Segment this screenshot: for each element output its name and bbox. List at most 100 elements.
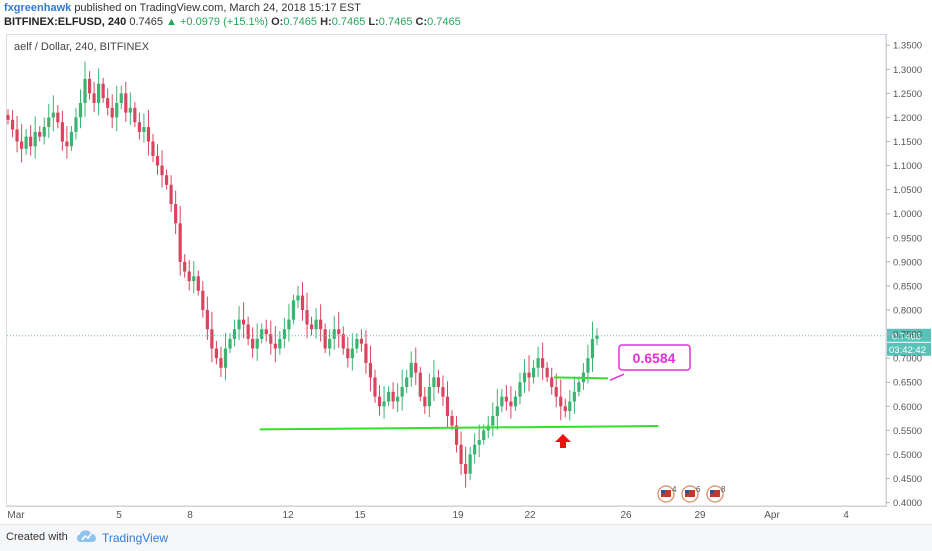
candle-body <box>133 107 137 123</box>
candle-body <box>201 290 205 311</box>
candle-body <box>269 334 273 344</box>
candle-body <box>232 329 237 339</box>
candle-body <box>531 367 536 378</box>
candle-body <box>346 348 350 359</box>
x-tick-label: 8 <box>187 510 193 521</box>
candle-body <box>459 444 463 465</box>
chart-header: fxgreenhawk published on TradingView.com… <box>0 0 932 30</box>
candle-body <box>106 98 110 108</box>
candle-body <box>196 276 200 291</box>
us-flag-icon <box>685 490 695 497</box>
candle-body <box>237 319 241 330</box>
candle-body <box>355 338 359 349</box>
us-flag-icon <box>710 490 720 497</box>
candle-body <box>568 401 572 412</box>
candle-body <box>192 276 196 282</box>
y-tick-label: 1.1000 <box>893 161 922 172</box>
y-tick-label: 0.5000 <box>893 450 922 461</box>
candle-body <box>550 377 554 388</box>
candle-body <box>246 324 250 339</box>
candle-body <box>151 141 155 156</box>
x-tick-label: 29 <box>694 510 706 521</box>
candle-body <box>296 295 300 301</box>
candle-body <box>164 175 169 185</box>
candle-body <box>56 112 60 123</box>
candle-body <box>586 358 590 373</box>
candle-body <box>42 127 46 137</box>
candle-body <box>545 367 549 378</box>
candle-body <box>464 464 468 474</box>
y-tick-label: 0.6500 <box>893 378 922 389</box>
tradingview-brand[interactable]: TradingView <box>102 531 169 545</box>
candle-body <box>337 329 341 335</box>
ohlc-line: BITFINEX:ELFUSD, 240 0.7465 ▲ +0.0979 (+… <box>4 16 461 28</box>
countdown-tag <box>887 342 931 356</box>
close-label: C: <box>415 16 428 28</box>
candle-body <box>409 362 413 378</box>
x-tick-label: 5 <box>116 510 122 521</box>
candle-body <box>38 131 42 137</box>
high-value: 0.7465 <box>331 16 366 28</box>
candle-body <box>60 122 64 142</box>
change-value: +0.0979 (+15.1%) <box>179 16 269 28</box>
x-tick-label: 4 <box>843 510 849 521</box>
candle-body <box>341 334 345 349</box>
candle-body <box>128 107 132 113</box>
last-price-tag <box>887 328 931 342</box>
x-tick-label: 26 <box>620 510 632 521</box>
y-tick-label: 0.4000 <box>893 498 922 509</box>
candle-body <box>468 454 472 474</box>
candle-body <box>78 102 83 118</box>
candle-body <box>427 387 431 407</box>
candle-body <box>527 372 531 378</box>
candle-body <box>396 396 400 402</box>
candle-body <box>436 377 441 388</box>
candle-body <box>242 319 246 325</box>
candle-body <box>522 372 527 383</box>
candle-body <box>432 377 436 388</box>
candle-body <box>287 319 291 330</box>
symbol-label[interactable]: BITFINEX:ELFUSD, 240 <box>4 16 127 28</box>
candle-body <box>33 131 37 147</box>
candle-body <box>359 338 363 344</box>
event-count-label: 8 <box>721 485 726 494</box>
candle-body <box>500 396 504 407</box>
y-tick-label: 0.5500 <box>893 426 922 437</box>
countdown-label: 03:42:42 <box>889 345 926 356</box>
candle-body <box>97 83 101 103</box>
candle-body <box>124 93 128 113</box>
candle-body <box>282 329 286 339</box>
candle-body <box>482 430 486 441</box>
candle-body <box>373 377 377 397</box>
tradingview-cloud-icon[interactable] <box>76 529 98 545</box>
y-tick-label: 0.8500 <box>893 281 922 292</box>
candle-body <box>300 295 305 311</box>
y-tick-label: 0.9500 <box>893 233 922 244</box>
candle-body <box>319 319 323 330</box>
up-arrow-icon <box>555 434 571 448</box>
candle-body <box>559 396 563 407</box>
candle-body <box>391 391 395 402</box>
y-tick-label: 0.8000 <box>893 306 922 317</box>
y-tick-label: 0.7500 <box>893 330 922 341</box>
resistance-segment <box>553 376 609 380</box>
x-tick-label: Apr <box>764 510 780 521</box>
x-tick-label: 19 <box>452 510 464 521</box>
candle-body <box>382 401 386 407</box>
us-flag-canton-icon <box>710 490 714 494</box>
published-text: published on TradingView.com, March 24, … <box>74 2 361 14</box>
candle-body <box>441 387 445 397</box>
candle-body <box>541 358 545 368</box>
candle-body <box>518 382 522 397</box>
y-tick-label: 1.0000 <box>893 209 922 220</box>
candle-body <box>183 261 187 272</box>
last-price-tag-label: 0.7465 <box>892 331 921 342</box>
candle-body <box>160 165 164 176</box>
author-link[interactable]: fxgreenhawk <box>4 2 72 14</box>
callout-box <box>618 344 691 371</box>
y-tick-label: 0.7000 <box>893 354 922 365</box>
candle-body <box>278 338 282 349</box>
candle-body <box>214 348 219 359</box>
candle-body <box>29 136 33 147</box>
